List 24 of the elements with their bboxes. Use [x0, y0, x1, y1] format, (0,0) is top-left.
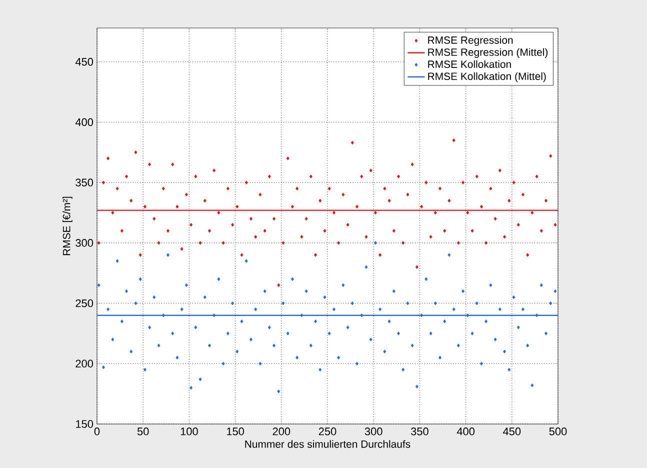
- legend-label: RMSE Regression: [428, 36, 513, 46]
- x-tick-label: 400: [456, 428, 474, 436]
- y-tick-label: 400: [75, 118, 94, 126]
- y-tick-label: 250: [76, 299, 94, 308]
- y-tick-label: 450: [75, 58, 94, 66]
- y-axis-title: RMSE [€/m²]: [62, 196, 72, 256]
- x-tick-label: 200: [272, 428, 290, 436]
- x-tick-label: 300: [364, 428, 382, 436]
- y-tick-label: 350: [76, 178, 94, 186]
- x-tick-label: 500: [549, 428, 567, 436]
- y-tick-label: 300: [76, 239, 94, 247]
- legend-label: RMSE Kollokation (Mittel): [428, 72, 546, 82]
- x-tick-label: 450: [503, 428, 521, 436]
- legend-label: RMSE Kollokation: [428, 60, 511, 68]
- legend-label: RMSE Regression (Mittel): [428, 48, 548, 58]
- y-tick-label: 200: [76, 360, 94, 368]
- y-tick-label: 150: [76, 420, 94, 428]
- x-tick-label: 0: [94, 428, 100, 436]
- x-tick-label: 250: [318, 428, 336, 436]
- x-tick-label: 150: [226, 428, 244, 436]
- x-tick-label: 350: [410, 428, 428, 436]
- x-tick-label: 50: [137, 428, 149, 436]
- x-axis-title: Nummer des simulierten Durchlaufs: [245, 440, 410, 448]
- x-tick-label: 100: [180, 428, 198, 436]
